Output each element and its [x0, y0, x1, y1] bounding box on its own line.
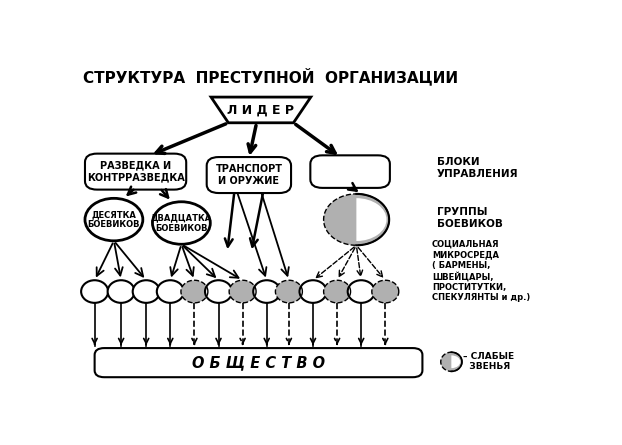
- Ellipse shape: [81, 280, 108, 303]
- Ellipse shape: [441, 352, 462, 372]
- Ellipse shape: [108, 280, 134, 303]
- Ellipse shape: [229, 280, 256, 303]
- Ellipse shape: [205, 280, 232, 303]
- FancyBboxPatch shape: [310, 155, 390, 188]
- Ellipse shape: [157, 280, 184, 303]
- Ellipse shape: [181, 280, 208, 303]
- Ellipse shape: [348, 280, 374, 303]
- Text: ТРАНСПОРТ
И ОРУЖИЕ: ТРАНСПОРТ И ОРУЖИЕ: [215, 164, 282, 186]
- Text: Л И Д Е Р: Л И Д Е Р: [228, 103, 294, 117]
- Wedge shape: [452, 356, 460, 368]
- Ellipse shape: [132, 280, 160, 303]
- Text: ДВАДЦАТКА
БОЕВИКОВ: ДВАДЦАТКА БОЕВИКОВ: [151, 213, 212, 233]
- Ellipse shape: [323, 194, 389, 245]
- Text: ДЕСЯТКА
БОЕВИКОВ: ДЕСЯТКА БОЕВИКОВ: [88, 210, 140, 229]
- FancyBboxPatch shape: [95, 348, 422, 377]
- Text: О Б Щ Е С Т В О: О Б Щ Е С Т В О: [192, 355, 325, 370]
- Ellipse shape: [300, 280, 327, 303]
- Ellipse shape: [253, 280, 281, 303]
- Text: СТРУКТУРА  ПРЕСТУПНОЙ  ОРГАНИЗАЦИИ: СТРУКТУРА ПРЕСТУПНОЙ ОРГАНИЗАЦИИ: [83, 67, 458, 85]
- Polygon shape: [211, 97, 311, 123]
- Ellipse shape: [85, 198, 143, 241]
- Text: – СЛАБЫЕ
  ЗВЕНЬЯ: – СЛАБЫЕ ЗВЕНЬЯ: [463, 352, 514, 372]
- Ellipse shape: [372, 280, 399, 303]
- FancyBboxPatch shape: [207, 157, 291, 193]
- Text: РАЗВЕДКА И
КОНТРРАЗВЕДКА: РАЗВЕДКА И КОНТРРАЗВЕДКА: [86, 161, 185, 182]
- Text: СОЦИАЛЬНАЯ
МИКРОСРЕДА
( БАРМЕНЫ,
ШВЕЙЦАРЫ,
ПРОСТИТУТКИ,
СПЕКУЛЯНТЫ и др.): СОЦИАЛЬНАЯ МИКРОСРЕДА ( БАРМЕНЫ, ШВЕЙЦАР…: [432, 240, 531, 302]
- Text: БЛОКИ
УПРАВЛЕНИЯ: БЛОКИ УПРАВЛЕНИЯ: [437, 158, 519, 179]
- Wedge shape: [356, 198, 386, 241]
- Ellipse shape: [323, 280, 351, 303]
- Ellipse shape: [152, 202, 210, 244]
- Text: ГРУППЫ
БОЕВИКОВ: ГРУППЫ БОЕВИКОВ: [437, 207, 503, 229]
- Ellipse shape: [276, 280, 302, 303]
- FancyBboxPatch shape: [85, 154, 186, 190]
